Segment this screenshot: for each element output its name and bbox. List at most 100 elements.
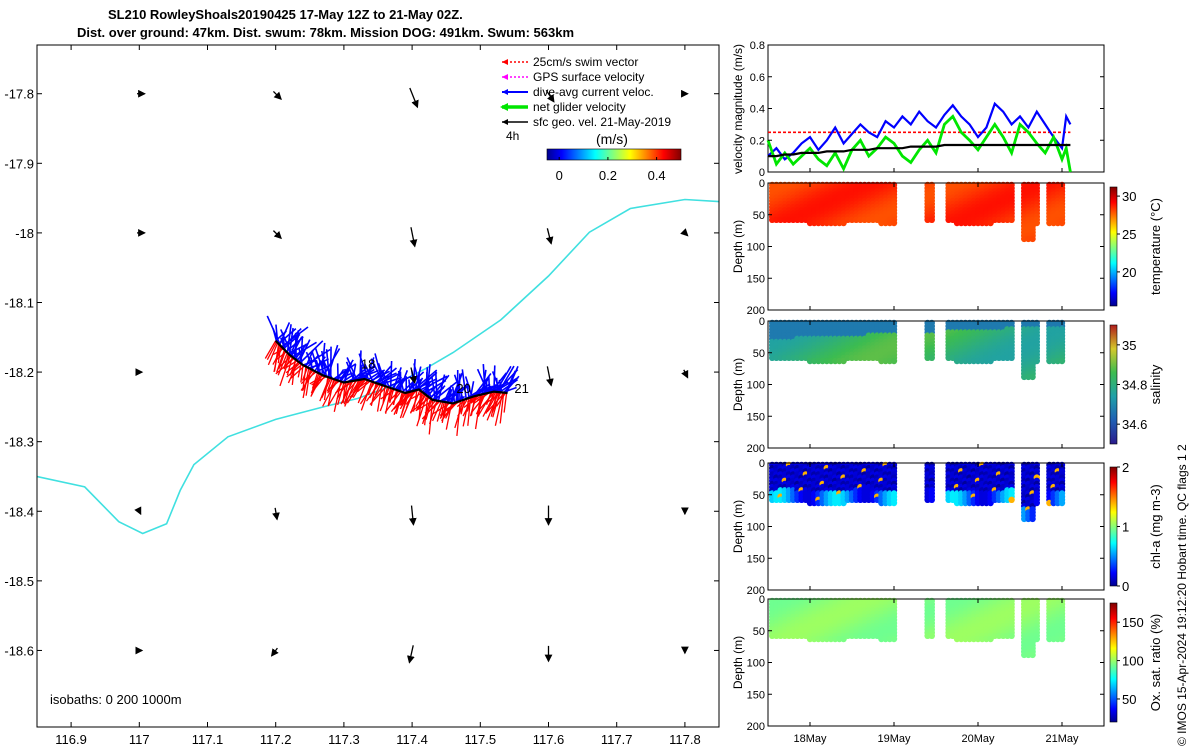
- swim-vector: [431, 402, 451, 416]
- swim-vector: [369, 386, 387, 406]
- swim-vector: [473, 392, 490, 405]
- dive-vector: [394, 377, 405, 390]
- dive-vector: [431, 376, 437, 401]
- section-3-ytick-label-2: 100: [747, 658, 765, 670]
- swim-vector: [321, 377, 332, 399]
- sfc-vector-arrow-11: [409, 367, 417, 384]
- dive-vector: [397, 370, 405, 393]
- swim-vector: [267, 342, 279, 366]
- dive-vector: [286, 324, 292, 353]
- section-3-point: [1008, 632, 1015, 639]
- dive-vector: [464, 376, 473, 398]
- section-2-ylabel: Depth (m): [731, 500, 745, 553]
- sfc-vector-arrow-6: [272, 230, 282, 240]
- swim-vector: [479, 391, 496, 410]
- swim-vector: [415, 392, 425, 408]
- section-2-point: [1029, 515, 1036, 523]
- dive-vector: [377, 367, 397, 385]
- section-3-ylabel: Depth (m): [731, 636, 745, 689]
- map-ytick-label-3: -18.1: [4, 295, 34, 310]
- swim-vector: [431, 400, 441, 410]
- section-1-ytick-label-3: 150: [747, 411, 765, 423]
- swim-vector: [301, 367, 308, 381]
- swim-vector: [356, 380, 371, 393]
- sfc-vector-arrow-8: [545, 228, 554, 245]
- section-2-point: [1008, 496, 1015, 503]
- swim-vector: [273, 348, 284, 356]
- section-3-point: [890, 635, 898, 643]
- legend-item-dive: dive-avg current veloc.: [533, 85, 654, 99]
- swim-vector: [456, 400, 461, 437]
- section-2-ytick-label-0: 0: [759, 458, 765, 470]
- section-3-ytick-label-0: 0: [759, 594, 765, 606]
- swim-vector: [424, 400, 436, 414]
- section-1-point: [928, 354, 935, 361]
- dive-vector: [472, 373, 492, 397]
- map-cbar-label-2: 0.4: [648, 168, 666, 183]
- section-3-ytick-label-1: 50: [753, 626, 765, 638]
- swim-vector: [462, 397, 470, 427]
- swim-vector: [374, 384, 382, 396]
- sfc-vector-arrow-1: [272, 90, 282, 100]
- section-0-ytick-label-0: 0: [759, 178, 765, 190]
- map-colorbar: [546, 148, 682, 161]
- swim-vector: [436, 401, 444, 422]
- section-1-point: [1033, 357, 1041, 365]
- section-0-ytick-label-1: 50: [753, 210, 765, 222]
- sfc-vector-arrow-14: [134, 506, 142, 516]
- velocity-series-2: [766, 114, 1072, 173]
- swim-vector: [384, 391, 402, 413]
- velocity-panel: 0 0.2 0.4 0.6 0.8 velocity magnitude (m/s): [731, 40, 1105, 179]
- dive-vector: [424, 381, 433, 400]
- section-3-ytick-label-4: 200: [747, 721, 765, 733]
- swim-vector: [290, 365, 305, 379]
- swim-vector: [379, 387, 390, 412]
- section-0-ylabel: Depth (m): [731, 220, 745, 273]
- legend-item-sfc: sfc geo. vel. 21-May-2019: [533, 115, 671, 129]
- section-2-point: [1058, 499, 1066, 507]
- swim-vector: [457, 398, 469, 417]
- section-1-cbar-label-1: 34.8: [1122, 378, 1147, 393]
- swim-vector: [359, 382, 376, 405]
- map-ytick-label-6: -18.4: [4, 504, 34, 519]
- dive-vector: [359, 350, 362, 380]
- section-2-cbar-label-0: 0: [1122, 579, 1129, 594]
- dive-vector: [488, 376, 491, 393]
- section-0-point: [1008, 216, 1015, 223]
- section-3-colorbar: [1109, 602, 1118, 723]
- section-1-ylabel: Depth (m): [731, 358, 745, 411]
- swim-vector: [286, 363, 303, 378]
- dive-vector: [364, 363, 374, 383]
- map-ytick-label-1: -17.9: [4, 156, 34, 171]
- dive-vector: [447, 389, 453, 403]
- map-ytick-label-4: -18.2: [4, 365, 34, 380]
- sfc-vector-arrow-7: [409, 227, 418, 248]
- dive-vector: [314, 348, 326, 377]
- velocity-series-3: [768, 143, 1071, 158]
- map-xtick-label-5: 117.4: [396, 732, 428, 747]
- section-panel-0: 0 50 100 150 200 Depth (m) 20 25 30 temperature (…: [731, 178, 1163, 317]
- dive-vector: [321, 358, 333, 379]
- map-ytick-label-8: -18.6: [4, 643, 34, 658]
- day-label-1: 20: [456, 381, 470, 396]
- dive-vector: [408, 379, 411, 392]
- section-2-cbar-label-2: 2: [1122, 460, 1129, 475]
- swim-vector: [371, 385, 384, 401]
- dive-vector: [434, 370, 438, 401]
- section-0-point: [1033, 219, 1041, 227]
- section-0-point: [928, 216, 935, 223]
- dive-vector: [387, 375, 412, 388]
- figure-title-line1: SL210 RowleyShoals20190425 17-May 12Z to…: [108, 7, 463, 22]
- swim-vector: [360, 381, 373, 411]
- dive-vector: [266, 315, 282, 347]
- section-3-cbar-title: Ox. sat. ratio (%): [1148, 614, 1163, 712]
- map-panel: 116.9 117 117.1 117.2 117.3 117.4 117.5 117.6 11…: [4, 44, 720, 747]
- velocity-ytick-label-3: 0.6: [750, 72, 765, 84]
- map-xtick-label-3: 117.2: [260, 732, 292, 747]
- section-3-point: [1058, 635, 1066, 643]
- swim-vector: [486, 392, 506, 413]
- section-0-ytick-label-2: 100: [747, 242, 765, 254]
- map-ytick-label-5: -18.3: [4, 435, 34, 450]
- swim-vector: [352, 379, 362, 394]
